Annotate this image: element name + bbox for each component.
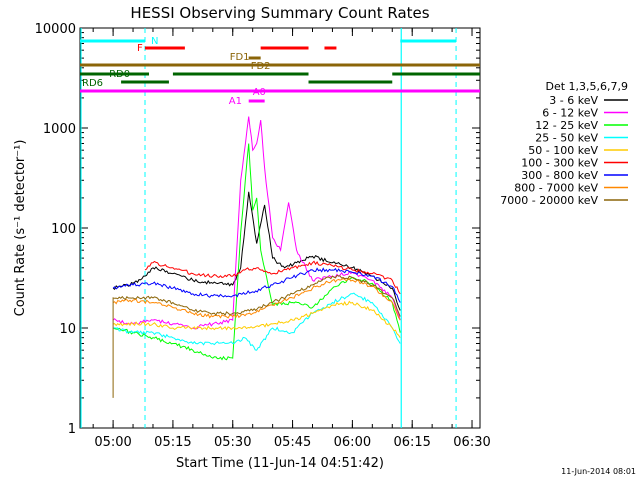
series-line <box>112 274 401 398</box>
y-tick-label: 1000 <box>43 122 76 137</box>
flag-bar-label: FD1 <box>230 52 250 63</box>
x-tick-label: 05:30 <box>214 435 251 450</box>
flag-bar-label: FD2 <box>251 61 271 72</box>
legend-entry-label: 300 - 800 keV <box>521 169 598 182</box>
legend-entry-label: 6 - 12 keV <box>542 107 598 120</box>
legend-entry-label: 100 - 300 keV <box>521 157 598 170</box>
legend-entry-label: 7000 - 20000 keV <box>500 194 598 207</box>
x-tick-label: 06:00 <box>334 435 371 450</box>
flag-bar-label: N <box>151 36 158 47</box>
y-tick-label: 1 <box>68 422 76 437</box>
x-tick-label: 05:00 <box>94 435 131 450</box>
y-axis-label: Count Rate (s⁻¹ detector⁻¹) <box>13 140 28 317</box>
legend-entry-label: 3 - 6 keV <box>549 94 598 107</box>
footer-date: 11-Jun-2014 08:01 <box>561 467 636 476</box>
legend-entry-label: 12 - 25 keV <box>535 119 598 132</box>
plot-area: 1 10 100 1000 10000 05:00 05:15 05:30 05:45 06:00… <box>35 22 491 450</box>
x-axis-label: Start Time (11-Jun-14 04:51:42) <box>176 456 384 471</box>
flag-bar-label: A1 <box>229 96 242 107</box>
flag-bar-label: F <box>137 43 143 54</box>
chart-title: HESSI Observing Summary Count Rates <box>130 4 429 22</box>
series-line <box>113 292 401 351</box>
series-line <box>144 260 401 295</box>
flag-bar-label: RD6 <box>82 78 103 89</box>
legend-entry-label: 800 - 7000 keV <box>514 182 598 195</box>
series-line <box>112 191 401 311</box>
series-line <box>112 143 401 361</box>
flag-bar-label: RD0 <box>109 69 130 80</box>
x-tick-label: 05:45 <box>274 435 311 450</box>
legend-entry-label: 25 - 50 keV <box>535 132 598 145</box>
series-line <box>112 278 401 321</box>
x-tick-label: 05:15 <box>154 435 191 450</box>
series-line <box>112 116 401 330</box>
x-tick-label: 06:15 <box>393 435 430 450</box>
series-line <box>112 267 401 303</box>
y-tick-label: 100 <box>51 222 76 237</box>
y-tick-label: 10 <box>59 322 76 337</box>
y-tick-label: 10000 <box>35 22 76 37</box>
series-line <box>113 300 401 338</box>
legend-title: Det 1,3,5,6,7,9 <box>545 80 628 93</box>
plot-frame <box>79 27 481 429</box>
legend-entry-label: 50 - 100 keV <box>528 144 598 157</box>
x-tick-label: 06:30 <box>453 435 490 450</box>
flag-bar-label: A0 <box>253 87 266 98</box>
